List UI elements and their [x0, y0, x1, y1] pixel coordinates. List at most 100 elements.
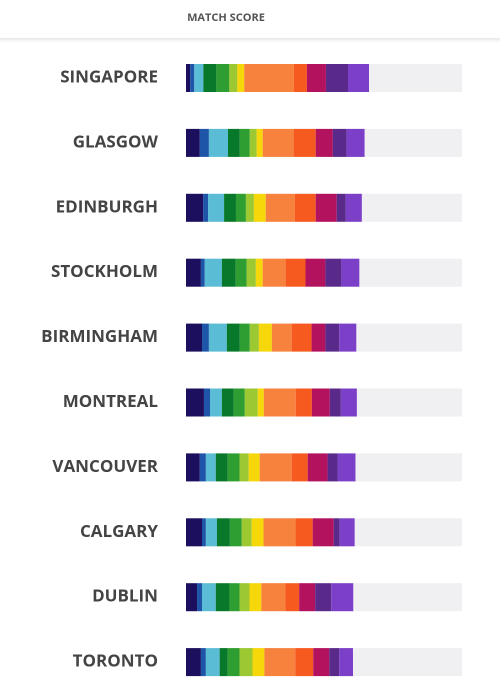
bar-segment	[186, 518, 203, 547]
bar-segment	[246, 258, 256, 287]
bar-segment	[339, 648, 353, 677]
bar-segment	[340, 388, 357, 417]
bar-segment	[253, 193, 266, 222]
bar-segment	[199, 453, 206, 482]
bar-segment	[216, 64, 230, 92]
bar-segment	[262, 258, 286, 287]
bar-segment	[190, 64, 195, 92]
bar-segment	[224, 193, 236, 222]
bar-segment	[295, 518, 313, 547]
bar-segment	[208, 323, 227, 352]
bar-segment	[345, 193, 362, 222]
bar-segment	[315, 583, 332, 612]
bar-segment	[251, 518, 264, 547]
bar-segment	[244, 64, 294, 92]
bar-segment	[210, 388, 222, 417]
bar-segment	[186, 453, 200, 482]
bar-segment	[205, 648, 220, 677]
bar-segment	[258, 323, 272, 352]
bar-segment	[264, 648, 296, 677]
bar-segment	[329, 648, 340, 677]
bar-segment	[229, 583, 240, 612]
bar-segment	[307, 453, 328, 482]
bar-segment	[295, 648, 314, 677]
bar-segment	[291, 453, 308, 482]
bar-segment	[341, 258, 360, 287]
bar-segment	[339, 518, 355, 547]
bar-segment	[257, 388, 264, 417]
category-label: GLASGOW	[73, 129, 159, 152]
bar-segment	[313, 648, 330, 677]
bar-segment	[329, 388, 341, 417]
bar-segment	[202, 583, 216, 612]
bar-segment	[186, 258, 201, 287]
bar-segment	[215, 583, 230, 612]
bar-segment	[221, 388, 234, 417]
bar-segment	[208, 128, 228, 157]
bar-segment	[336, 193, 346, 222]
bar-segment	[237, 64, 245, 92]
bar-segment	[203, 388, 211, 417]
bar-segment	[235, 193, 246, 222]
bar-segment	[293, 128, 316, 157]
bar-segment	[259, 453, 292, 482]
bar-segment	[262, 128, 294, 157]
bar-segment	[205, 453, 216, 482]
bar-segment	[285, 258, 306, 287]
bar-segment	[244, 388, 258, 417]
bar-segment	[305, 258, 326, 287]
category-label: DUBLIN	[92, 584, 158, 607]
bar-segment	[216, 518, 230, 547]
bar-segment	[333, 518, 340, 547]
bar-segment	[226, 323, 240, 352]
bar-segment	[239, 128, 250, 157]
header-shadow	[0, 38, 500, 43]
bar-segment	[325, 64, 349, 92]
bar-segment	[256, 128, 263, 157]
bar-segment	[239, 453, 249, 482]
bar-segment	[202, 518, 206, 547]
category-label: STOCKHOLM	[51, 259, 158, 282]
bar-segment	[186, 323, 203, 352]
category-label: TORONTO	[73, 649, 158, 672]
bar-segment	[229, 518, 242, 547]
bar-segment	[227, 453, 240, 482]
bar-segment	[315, 193, 337, 222]
bar-segment	[221, 258, 236, 287]
bar-segment	[263, 388, 296, 417]
bar-segment	[291, 323, 312, 352]
bar-segment	[299, 583, 316, 612]
bar-segment	[327, 453, 338, 482]
bar-segment	[239, 323, 250, 352]
bar-segment	[346, 128, 365, 157]
bar-segment	[208, 193, 225, 222]
bar-segment	[255, 258, 263, 287]
category-label: CALGARY	[80, 519, 158, 542]
bar-segment	[315, 128, 333, 157]
bar-segment	[205, 518, 217, 547]
bar-segment	[235, 258, 247, 287]
bar-segment	[248, 453, 260, 482]
bar-segment	[239, 583, 250, 612]
bar-segment	[245, 193, 254, 222]
bar-segment	[186, 128, 200, 157]
bar-segment	[186, 388, 204, 417]
bar-segment	[285, 583, 300, 612]
bar-segment	[312, 518, 334, 547]
bar-segment	[265, 193, 295, 222]
bar-segment	[348, 64, 369, 92]
bar-segment	[203, 64, 217, 92]
bar-segment	[252, 648, 265, 677]
bar-segment	[229, 64, 238, 92]
bar-segment	[241, 518, 252, 547]
bar-segment	[311, 323, 326, 352]
bar-segment	[215, 453, 228, 482]
bar-segment	[197, 583, 203, 612]
bar-segment	[339, 323, 357, 352]
bar-segment	[249, 583, 262, 612]
bar-segment	[263, 518, 296, 547]
bar-segment	[294, 193, 316, 222]
bar-segment	[203, 193, 209, 222]
bar-segment	[186, 648, 201, 677]
bar-segment	[271, 323, 292, 352]
